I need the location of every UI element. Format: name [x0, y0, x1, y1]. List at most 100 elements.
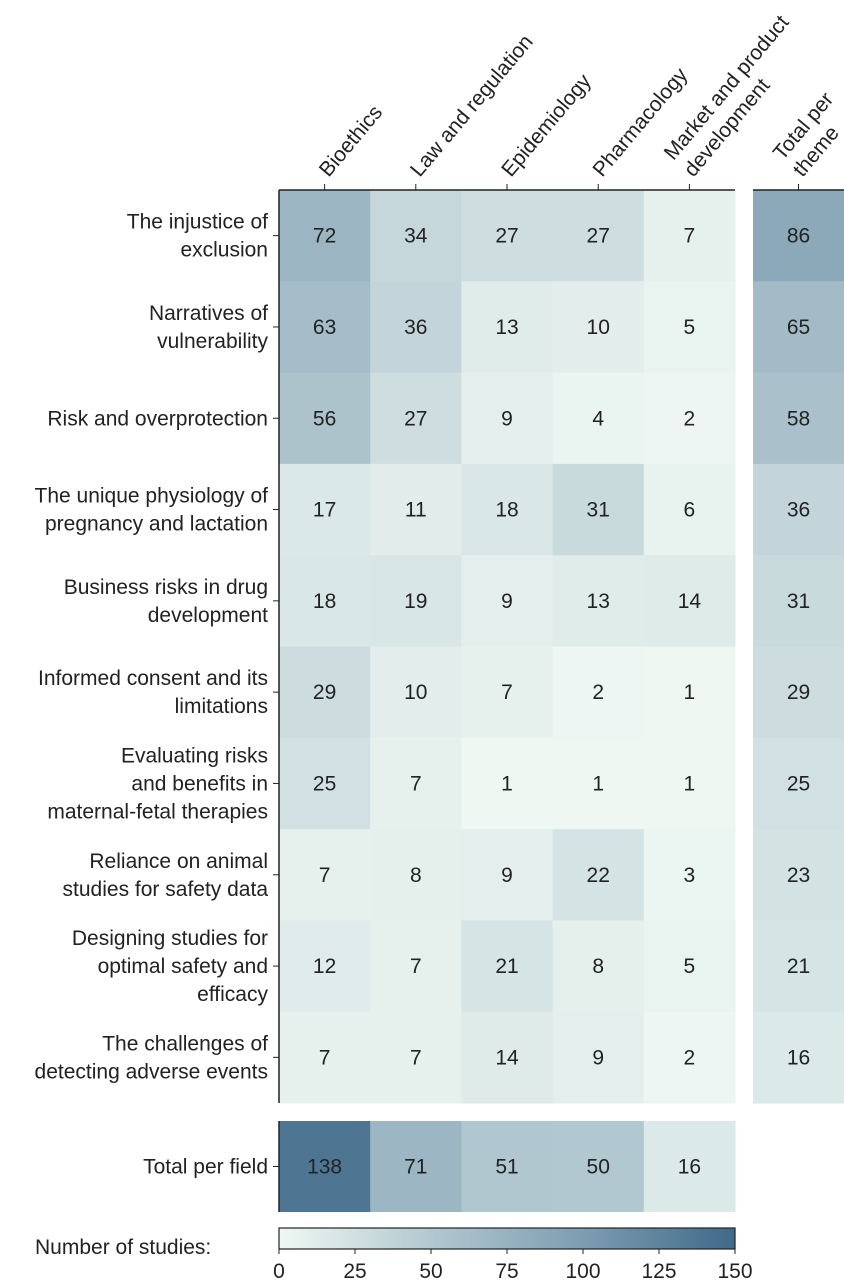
cell-value-label: 1	[684, 772, 696, 795]
heatmap-cell	[552, 372, 645, 465]
column-label: Epidemiology	[497, 69, 596, 181]
heatmap-cell	[552, 646, 645, 739]
row-label: vulnerability	[157, 330, 268, 353]
field-total-cell	[643, 1121, 736, 1212]
cell-value-label: 7	[501, 681, 513, 704]
heatmap-cell	[461, 1011, 554, 1104]
theme-total-cell	[753, 281, 844, 374]
row-label: exclusion	[180, 239, 268, 262]
cell-value-label: 12	[313, 955, 336, 978]
cell-value-label: 7	[319, 864, 331, 887]
heatmap-cell	[643, 829, 736, 921]
heatmap-cell	[552, 829, 645, 921]
cell-value-label: 5	[684, 316, 696, 339]
row-label: Evaluating risks	[121, 744, 268, 767]
cell-value-label: 22	[587, 864, 610, 887]
heatmap-cell	[643, 372, 736, 465]
cell-value-label: 9	[592, 1046, 604, 1069]
heatmap-cell	[370, 463, 462, 556]
theme-total-value: 16	[787, 1046, 810, 1069]
cell-value-label: 13	[495, 316, 518, 339]
heatmap-cell	[552, 281, 645, 374]
row-label: limitations	[175, 695, 268, 718]
heatmap-cell	[552, 1011, 645, 1104]
cell-value-label: 6	[684, 499, 696, 522]
row-label: The unique physiology of	[35, 485, 269, 508]
heatmap-cell	[370, 920, 462, 1013]
heatmap-cell	[279, 463, 371, 556]
heatmap-cell	[279, 646, 371, 739]
heatmap-cell	[370, 555, 462, 647]
cell-value-label: 4	[592, 407, 604, 430]
heatmap-cell	[370, 829, 462, 921]
row-label: pregnancy and lactation	[45, 513, 268, 536]
cell-value-label: 25	[313, 772, 336, 795]
cell-value-label: 72	[313, 225, 336, 248]
cell-value-label: 7	[684, 225, 696, 248]
cell-value-label: 7	[410, 772, 422, 795]
cell-value-label: 7	[319, 1046, 331, 1069]
theme-total-value: 21	[787, 955, 810, 978]
heatmap-cell	[643, 737, 736, 830]
cell-value-label: 1	[684, 681, 696, 704]
heatmap-cell	[279, 829, 371, 921]
heatmap-cell	[461, 737, 554, 830]
theme-total-value: 23	[787, 864, 810, 887]
theme-total-cell	[753, 190, 844, 282]
heatmap-cell	[370, 737, 462, 830]
row-label: Business risks in drug	[64, 576, 268, 599]
theme-total-cell	[753, 737, 844, 830]
cell-value-label: 9	[501, 864, 513, 887]
heatmap-cell	[643, 555, 736, 647]
row-label: The challenges of	[102, 1032, 268, 1055]
heatmap-cell	[643, 463, 736, 556]
heatmap-cell	[552, 190, 645, 282]
cell-value-label: 36	[404, 316, 427, 339]
cell-value-label: 27	[495, 225, 518, 248]
heatmap-cell	[552, 920, 645, 1013]
theme-total-cell	[753, 829, 844, 921]
theme-total-value: 36	[787, 499, 810, 522]
theme-total-value: 25	[787, 772, 810, 795]
heatmap-cell	[643, 646, 736, 739]
cell-value-label: 34	[404, 225, 428, 248]
heatmap-cell	[643, 281, 736, 374]
colorbar-tick-label: 150	[717, 1260, 752, 1280]
colorbar-tick-label: 0	[273, 1260, 285, 1280]
heatmap-cell	[552, 463, 645, 556]
cell-value-label: 2	[684, 1046, 696, 1069]
field-total-value: 50	[587, 1156, 610, 1179]
cell-value-label: 17	[313, 499, 336, 522]
row-label: and benefits in	[131, 772, 268, 795]
field-total-cell	[552, 1121, 645, 1212]
heatmap-cell	[279, 281, 371, 374]
heatmap-cell	[279, 737, 371, 830]
theme-total-value: 29	[787, 681, 810, 704]
cell-value-label: 13	[587, 590, 610, 613]
heatmap-cell	[461, 920, 554, 1013]
cell-value-label: 10	[404, 681, 427, 704]
theme-total-cell	[753, 463, 844, 556]
theme-total-cell	[753, 372, 844, 465]
theme-total-value: 86	[787, 225, 810, 248]
row-label: Risk and overprotection	[47, 407, 268, 430]
heatmap-cell	[370, 646, 462, 739]
cell-value-label: 2	[684, 407, 696, 430]
cell-value-label: 14	[678, 590, 702, 613]
row-label: studies for safety data	[63, 878, 269, 901]
row-label: Designing studies for	[72, 927, 268, 950]
cell-value-label: 14	[495, 1046, 519, 1069]
cell-value-label: 1	[592, 772, 604, 795]
heatmap-cell	[461, 555, 554, 647]
cell-value-label: 5	[684, 955, 696, 978]
colorbar-tick-label: 100	[565, 1260, 600, 1280]
theme-total-value: 58	[787, 407, 810, 430]
cell-value-label: 63	[313, 316, 336, 339]
colorbar-tick-label: 25	[343, 1260, 366, 1280]
cell-value-label: 7	[410, 955, 422, 978]
field-total-value: 16	[678, 1156, 701, 1179]
cell-value-label: 29	[313, 681, 336, 704]
heatmap-cell	[279, 372, 371, 465]
